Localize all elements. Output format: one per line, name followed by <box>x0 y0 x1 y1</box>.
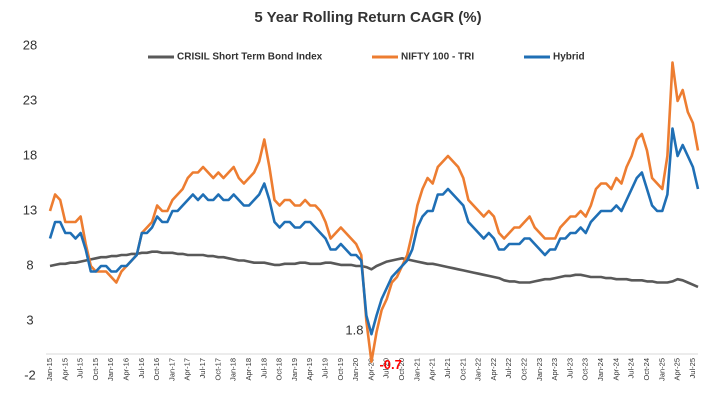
x-tick-label: Apr-24 <box>611 358 620 381</box>
x-tick-label: Jul-17 <box>198 358 207 378</box>
x-tick-label: Jul-24 <box>627 358 636 378</box>
x-tick-label: Jan-21 <box>412 358 421 381</box>
x-tick-label: Apr-15 <box>60 358 69 381</box>
x-tick-label: Jul-18 <box>259 358 268 378</box>
y-tick-label: -2 <box>24 367 36 382</box>
chart-title: 5 Year Rolling Return CAGR (%) <box>254 9 481 26</box>
y-tick-label: 13 <box>23 202 37 217</box>
y-tick-label: 18 <box>23 147 37 162</box>
x-tick-label: Oct-16 <box>152 358 161 381</box>
x-tick-label: Jul-23 <box>565 358 574 378</box>
x-tick-label: Oct-20 <box>397 358 406 381</box>
x-tick-label: Apr-16 <box>122 358 131 381</box>
x-tick-label: Jan-17 <box>167 358 176 381</box>
x-tick-label: Jul-16 <box>137 358 146 378</box>
x-tick-label: Apr-19 <box>305 358 314 381</box>
x-tick-label: Jul-25 <box>688 358 697 378</box>
x-tick-label: Oct-21 <box>458 358 467 381</box>
series-line <box>48 127 700 336</box>
series-line <box>49 250 699 289</box>
x-tick-label: Jan-23 <box>535 358 544 381</box>
y-tick-label: 8 <box>26 257 33 272</box>
x-tick-label: Apr-21 <box>428 358 437 381</box>
x-tick-label: Jul-21 <box>443 358 452 378</box>
x-tick-label: Apr-23 <box>550 358 559 381</box>
x-tick-label: Oct-22 <box>520 358 529 381</box>
x-tick-label: Oct-19 <box>336 358 345 381</box>
x-tick-label: Jul-20 <box>382 358 391 378</box>
legend-label: Hybrid <box>553 52 585 63</box>
x-tick-label: Oct-15 <box>91 358 100 381</box>
x-tick-label: Apr-20 <box>366 358 375 381</box>
y-tick-label: 23 <box>23 92 37 107</box>
x-tick-label: Jan-20 <box>351 358 360 381</box>
x-tick-label: Oct-18 <box>275 358 284 381</box>
x-tick-label: Jul-15 <box>76 358 85 378</box>
x-tick-label: Jan-19 <box>290 358 299 381</box>
x-tick-label: Apr-25 <box>673 358 682 381</box>
x-tick-label: Jul-22 <box>504 358 513 378</box>
x-tick-label: Jul-19 <box>321 358 330 378</box>
annotation: 1.8 <box>345 323 363 338</box>
legend-label: CRISIL Short Term Bond Index <box>177 52 323 63</box>
x-tick-label: Jan-25 <box>657 358 666 381</box>
series-line <box>48 61 700 363</box>
annotation: -0.7 <box>379 357 401 372</box>
x-tick-label: Oct-23 <box>581 358 590 381</box>
x-tick-label: Apr-17 <box>183 358 192 381</box>
x-tick-label: Jan-15 <box>45 358 54 381</box>
x-tick-label: Jan-24 <box>596 358 605 381</box>
x-tick-label: Jan-22 <box>474 358 483 381</box>
x-tick-label: Apr-18 <box>244 358 253 381</box>
x-tick-label: Oct-24 <box>642 358 651 381</box>
legend-label: NIFTY 100 - TRI <box>401 52 474 63</box>
x-tick-label: Jan-16 <box>106 358 115 381</box>
x-tick-label: Jan-18 <box>229 358 238 381</box>
x-tick-label: Apr-22 <box>489 358 498 381</box>
x-tick-label: Oct-17 <box>213 358 222 381</box>
y-tick-label: 28 <box>23 37 37 52</box>
y-tick-label: 3 <box>26 312 33 327</box>
